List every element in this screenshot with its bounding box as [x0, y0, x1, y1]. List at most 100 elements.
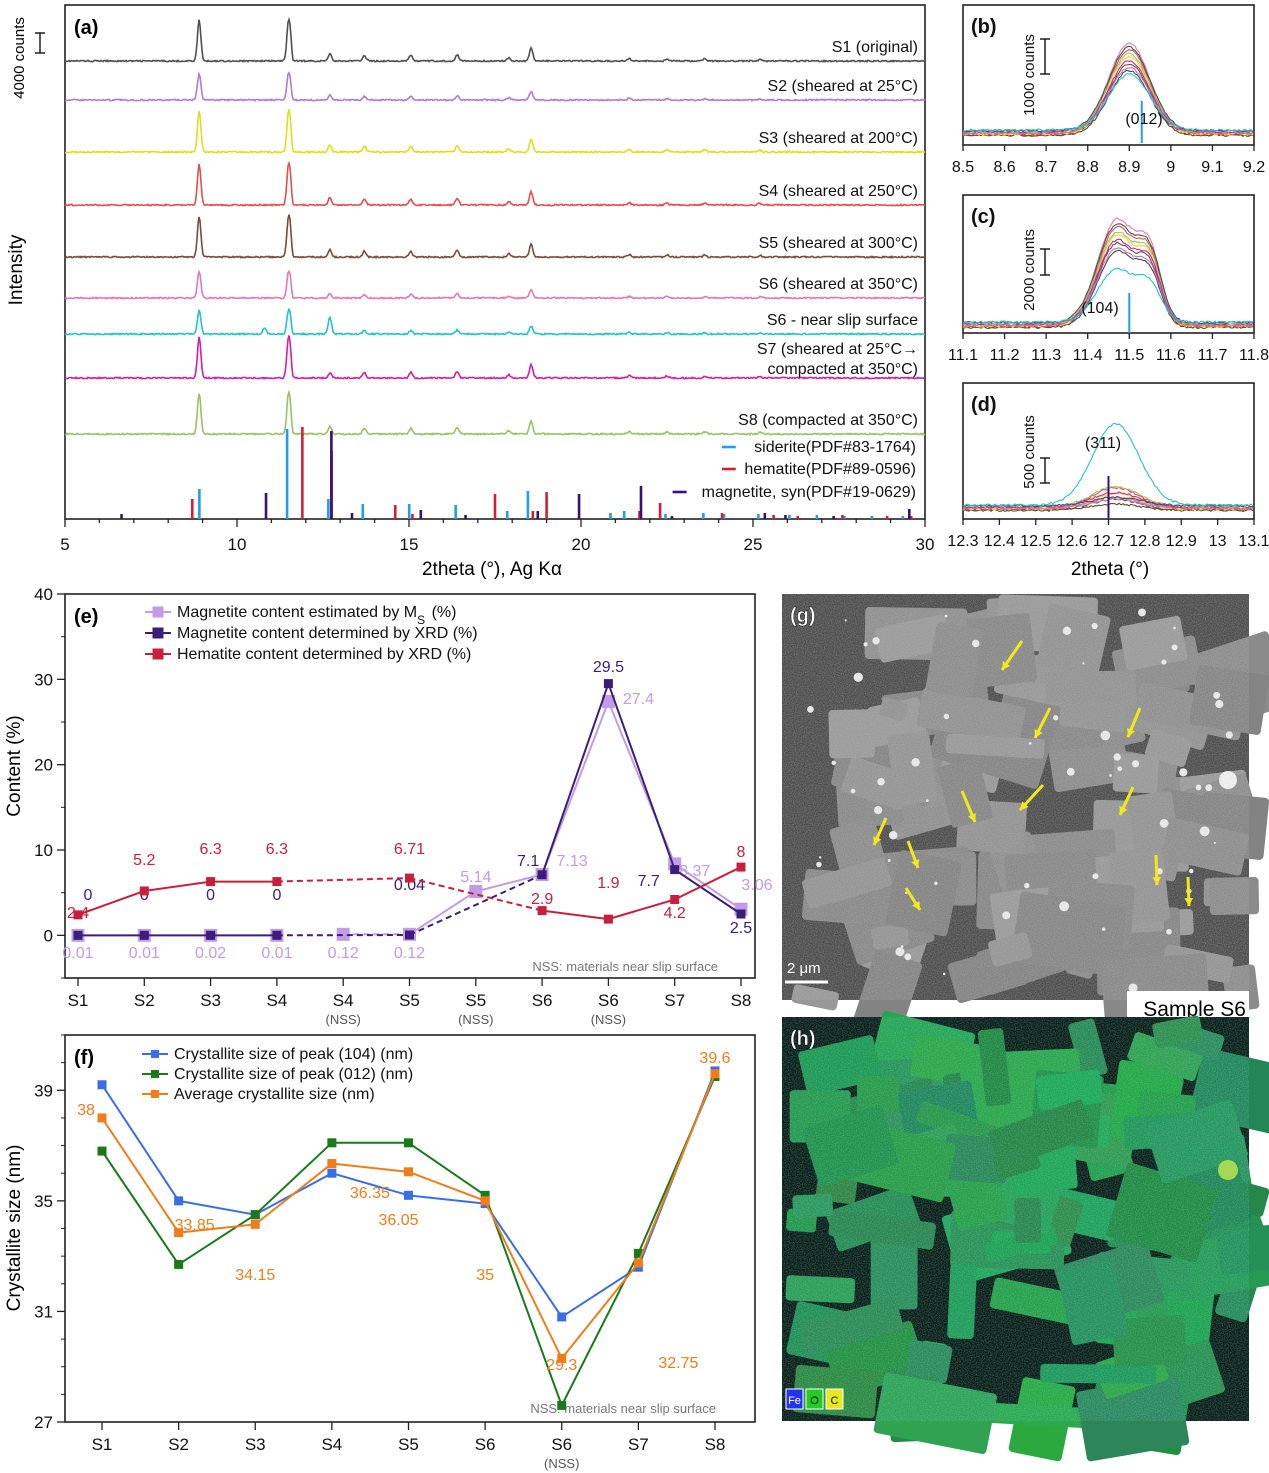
panel-inset-c: (c) (104) 2000 counts 11.1 11.2 11.3 11.4 11.5 1…	[948, 194, 1269, 364]
data-label: 2.9	[531, 891, 553, 908]
series-segment	[637, 1073, 716, 1264]
data-point	[272, 930, 282, 940]
data-label: 38	[77, 1102, 95, 1119]
x-tick-label: S1	[68, 991, 89, 1010]
series-segment	[101, 1117, 180, 1234]
yellow-arrow-icon	[1184, 897, 1194, 906]
eds-legend-label: O	[810, 1395, 819, 1407]
series-segment	[608, 898, 675, 921]
panel-a-reference-sticks	[120, 427, 913, 519]
trace-label-2: S2 (sheared at 25°C)	[768, 78, 918, 95]
data-point	[97, 1113, 107, 1123]
legend-label: Average crystallite size (nm)	[174, 1086, 375, 1103]
legend-marker	[151, 1090, 159, 1098]
data-label: 0.02	[195, 945, 226, 962]
series-segment	[331, 1172, 409, 1197]
yellow-arrow-icon	[1119, 806, 1128, 815]
inset-curve	[962, 267, 1254, 324]
x-tick-label: 20	[572, 535, 591, 554]
reference-legend-label: hematite(PDF#89-0596)	[744, 461, 916, 478]
xrd-trace-5	[64, 214, 925, 259]
x-tick-label: S3	[245, 1435, 266, 1454]
inset-curve	[962, 48, 1254, 136]
panel-a-scale-bar	[35, 32, 45, 54]
legend-label: Crystallite size of peak (104) (nm)	[174, 1046, 413, 1063]
inset-x-tick-label: 11.4	[1073, 347, 1103, 364]
data-point	[206, 877, 216, 887]
yellow-arrow-icon	[967, 813, 976, 822]
x-tick-sublabel: (NSS)	[591, 1012, 626, 1027]
x-tick-label: S3	[200, 991, 221, 1010]
data-label: 32.75	[658, 1355, 698, 1372]
inset-curve	[962, 247, 1254, 326]
reference-legend-label: magnetite, syn(PDF#19-0629)	[702, 484, 916, 501]
inset-x-tick-label: 12.5	[1020, 533, 1051, 550]
data-label: 8	[737, 844, 746, 861]
inset-letter: (c)	[971, 206, 995, 228]
series-segment	[674, 866, 742, 901]
panel-a-reference-legend: siderite(PDF#83-1764) hematite(PDF#89-059…	[672, 439, 916, 501]
data-point	[670, 894, 680, 904]
legend-label: Magnetite content determined by XRD (%)	[177, 625, 478, 642]
data-label: 0.01	[129, 945, 160, 962]
inset-frame	[962, 4, 1255, 146]
inset-peak-label: (012)	[1125, 111, 1162, 128]
inset-x-tick-label: 8.5	[952, 159, 974, 176]
panel-d-x-label: 2theta (°)	[1071, 559, 1149, 580]
data-point	[736, 909, 746, 919]
x-tick-sublabel: (NSS)	[544, 1456, 579, 1471]
series-segment	[144, 880, 211, 892]
data-label: 2.4	[67, 905, 89, 922]
legend-marker	[151, 1050, 159, 1058]
x-tick-label: S4	[321, 1435, 342, 1454]
inset-letter: (d)	[971, 394, 997, 416]
data-point	[405, 873, 414, 883]
data-label: 0.12	[394, 945, 425, 962]
x-tick-label: S6	[475, 1435, 496, 1454]
series-segment	[178, 1223, 256, 1234]
inset-x-tick-label: 8.9	[1118, 159, 1140, 176]
series-segment	[331, 1162, 409, 1173]
sem-scale-bar-label: 2 μm	[787, 960, 821, 977]
inset-x-tick-label: 13	[1209, 533, 1227, 550]
data-label: 0.01	[62, 945, 93, 962]
data-label: 2.5	[730, 920, 752, 937]
data-label: 3.06	[741, 877, 772, 894]
series-segment	[101, 1084, 180, 1202]
inset-x-tick-label: 11.3	[1031, 347, 1061, 364]
trace-label-6: S6 (sheared at 350°C)	[759, 276, 918, 293]
data-point	[557, 1353, 567, 1363]
data-point	[633, 1248, 643, 1258]
data-label: 36.05	[378, 1212, 418, 1229]
inset-x-tick-label: 12.6	[1057, 533, 1088, 550]
series-segment	[561, 1266, 639, 1318]
y-tick-label: 39	[34, 1081, 53, 1100]
data-point	[557, 1312, 567, 1322]
x-tick-label: S4	[267, 991, 288, 1010]
inset-x-tick-label: 13.1	[1238, 533, 1269, 550]
data-point	[73, 910, 83, 920]
series-segment	[541, 683, 610, 876]
data-label: 0.04	[394, 877, 425, 894]
data-label: 7.1	[517, 853, 539, 870]
inset-x-tick-label: 12.3	[947, 533, 978, 550]
panel-g-sem-image: (g) 2 μm	[782, 594, 1269, 1034]
data-label: 0.01	[261, 945, 292, 962]
data-label: 29.3	[546, 1357, 577, 1374]
data-point	[97, 1080, 107, 1090]
data-point	[603, 679, 613, 689]
data-label: 1.9	[597, 875, 619, 892]
inset-scale-label: 2000 counts	[1021, 229, 1038, 311]
inset-x-tick-label: 11.2	[990, 347, 1020, 364]
series-segment	[77, 890, 145, 916]
x-tick-label: 30	[916, 535, 935, 554]
data-point	[405, 930, 414, 940]
x-tick-sublabel: (NSS)	[458, 1012, 493, 1027]
data-label: 6.71	[394, 841, 425, 858]
data-point	[537, 870, 547, 880]
inset-x-tick-label: 12.7	[1093, 533, 1124, 550]
data-label: 8.37	[679, 863, 710, 880]
series-segment	[484, 1203, 563, 1318]
panel-f-plot: 38 33.85 34.15 36.35 36.05 35 29.3 32.75 39.6	[77, 1050, 731, 1410]
eds-legend: Fe O C	[785, 1388, 844, 1410]
